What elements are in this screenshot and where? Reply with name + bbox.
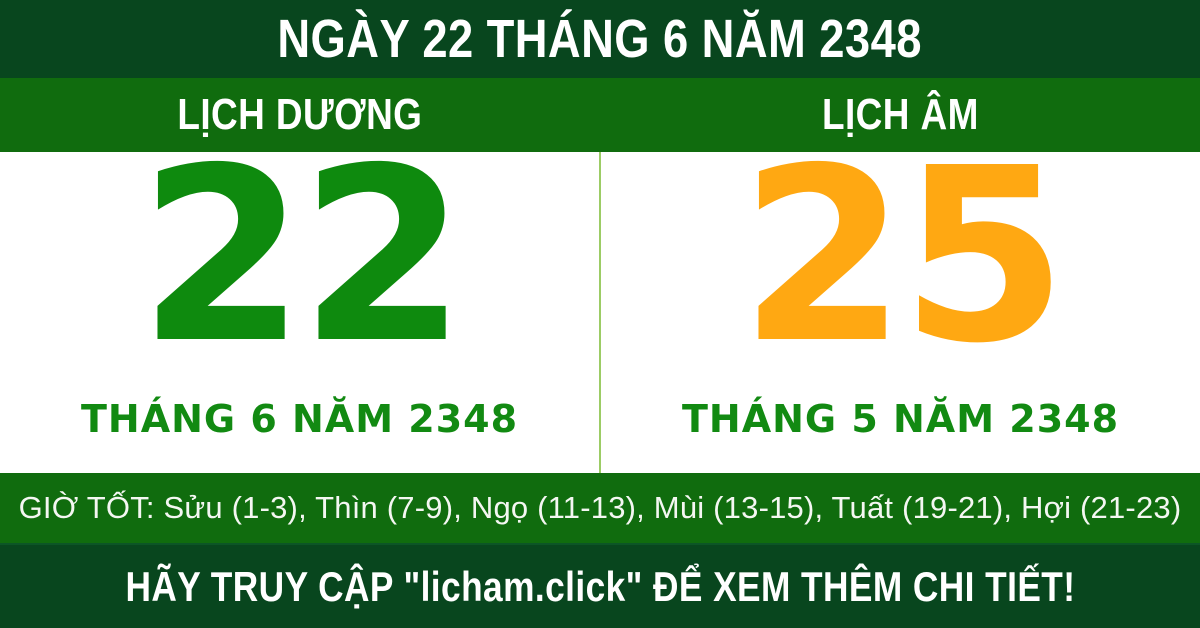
solar-panel: 22 THÁNG 6 NĂM 2348 <box>0 116 599 473</box>
lunar-month-year: THÁNG 5 NĂM 2348 <box>681 397 1120 441</box>
solar-calendar-label: LỊCH DƯƠNG <box>177 90 423 139</box>
header-bar: NGÀY 22 THÁNG 6 NĂM 2348 <box>0 0 1200 78</box>
good-hours-bar: GIỜ TỐT: Sửu (1-3), Thìn (7-9), Ngọ (11-… <box>0 473 1200 543</box>
panel-divider <box>599 152 601 473</box>
calendar-type-bar: LỊCH DƯƠNG LỊCH ÂM <box>0 78 1200 152</box>
lunar-calendar-label: LỊCH ÂM <box>821 90 979 139</box>
calendar-panels: 22 THÁNG 6 NĂM 2348 25 THÁNG 5 NĂM 2348 <box>0 116 1200 473</box>
solar-day-number: 22 <box>138 116 467 396</box>
lunar-panel: 25 THÁNG 5 NĂM 2348 <box>601 116 1200 473</box>
footer-cta-text: HÃY TRUY CẬP "licham.click" ĐỂ XEM THÊM … <box>125 562 1075 610</box>
good-hours-text: GIỜ TỐT: Sửu (1-3), Thìn (7-9), Ngọ (11-… <box>18 490 1182 525</box>
lunar-day-number: 25 <box>739 116 1068 396</box>
solar-label-cell: LỊCH DƯƠNG <box>0 78 600 152</box>
footer-bar: HÃY TRUY CẬP "licham.click" ĐỂ XEM THÊM … <box>0 543 1200 628</box>
page-title: NGÀY 22 THÁNG 6 NĂM 2348 <box>277 9 923 69</box>
solar-month-year: THÁNG 6 NĂM 2348 <box>80 397 519 441</box>
lunar-label-cell: LỊCH ÂM <box>600 78 1200 152</box>
